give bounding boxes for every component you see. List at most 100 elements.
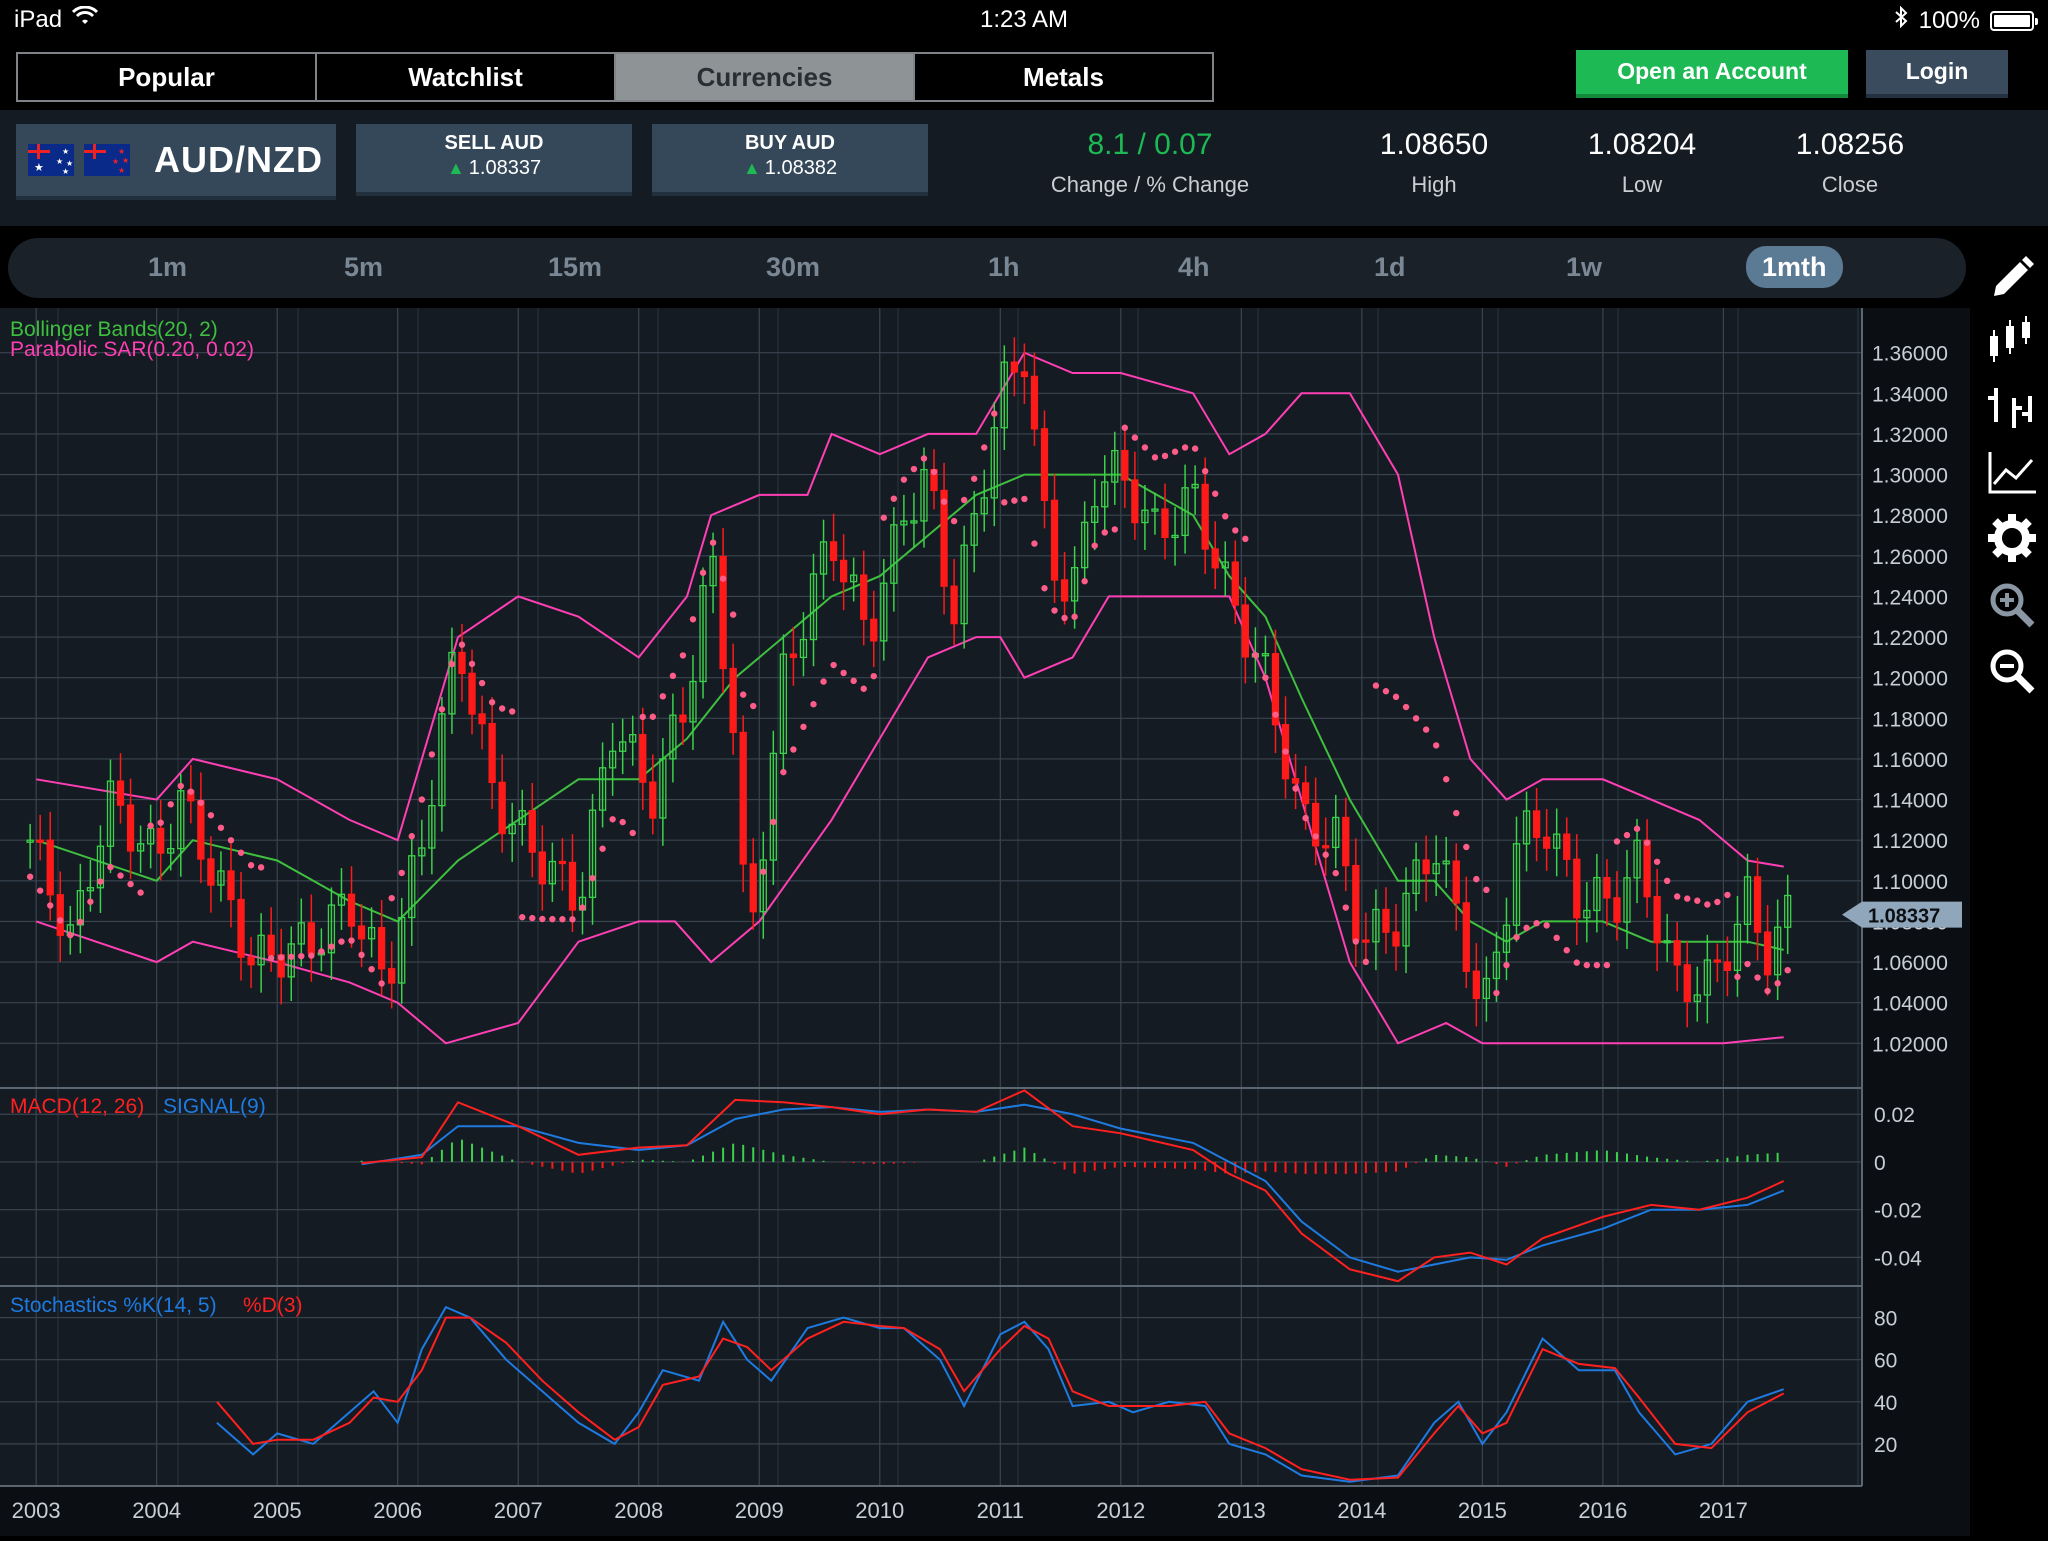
candle-body [438,713,446,807]
sar-dot [137,889,144,896]
bluetooth-icon [1893,5,1909,35]
candle-body [669,714,677,760]
sar-dot [127,880,134,888]
bollinger-lower-line [35,595,1784,1045]
candle-body [598,767,607,811]
sar-dot [760,868,767,875]
candle-body [1784,894,1792,928]
close-value: 1.08256 [1795,128,1905,161]
x-axis-label: 2013 [1217,1498,1266,1523]
sar-dot [358,951,365,959]
sar-dot [67,931,74,939]
candle-body [1733,923,1742,971]
x-axis-label: 2006 [373,1498,422,1523]
sell-button[interactable]: SELL AUD ▲ 1.08337 [356,124,632,196]
high-value: 1.08650 [1379,128,1489,161]
timeframe-5m[interactable]: 5m [344,252,384,282]
sar-dot [579,904,586,911]
line-chart-icon[interactable] [1982,444,2042,500]
timeframe-15m[interactable]: 15m [548,252,603,282]
sar-dot [167,801,174,808]
timeframe-30m[interactable]: 30m [766,252,821,282]
candle-body [809,573,818,641]
sar-dot [36,887,44,894]
zoom-in-icon[interactable] [1982,576,2042,632]
zoom-out-icon[interactable] [1982,642,2042,698]
sar-dot [1131,434,1139,441]
candle-body [357,925,366,940]
tab-metals[interactable]: Metals [915,54,1212,100]
login-button[interactable]: Login [1866,50,2008,98]
x-axis-label: 2009 [735,1498,784,1523]
x-axis-label: 2004 [132,1498,181,1523]
sar-dot [810,701,817,708]
candle-body [568,861,577,911]
buy-button[interactable]: BUY AUD ▲ 1.08382 [652,124,928,196]
candle-body [1161,508,1169,539]
sar-dot [629,829,636,837]
timeframe-4h[interactable]: 4h [1178,252,1210,282]
candle-body [1583,909,1591,919]
candle-body [920,468,928,522]
price-chart[interactable]: 2003 2004 2005 2006 2007 2008 2009 2010 2011 2012… [0,308,1970,1536]
candle-body [1683,964,1691,1003]
timeframe-1h[interactable]: 1h [988,252,1020,282]
sar-dot [699,569,707,576]
sar-dot [267,954,275,962]
timeframe-1w[interactable]: 1w [1566,252,1603,282]
sar-dot [940,498,948,505]
price-axis-label: 1.32000 [1872,424,1948,447]
candle-body [418,847,426,857]
candle-body [1101,481,1109,508]
sar-dot [328,943,335,950]
sar-dot [458,641,466,648]
tab-popular[interactable]: Popular [18,54,317,100]
wifi-icon [71,5,99,32]
candle-body [1312,802,1320,847]
macd-axis-label: 0.02 [1874,1104,1915,1127]
candle-body [890,524,898,584]
open-account-button[interactable]: Open an Account [1576,50,1848,98]
sar-dot [790,746,797,753]
sar-dot [529,914,536,922]
tab-watchlist[interactable]: Watchlist [317,54,616,100]
tab-currencies[interactable]: Currencies [616,54,915,100]
sar-dot [418,796,426,803]
low-stat: 1.08204 Low [1572,128,1712,198]
timeframe-1m[interactable]: 1m [148,252,188,282]
sar-dot [26,873,34,880]
sar-dot [599,845,606,852]
candle-body [1322,845,1330,849]
candlestick-icon[interactable] [1982,312,2042,368]
price-axis-label: 1.10000 [1872,871,1948,894]
candle-body [1713,959,1722,963]
sar-dot [1051,607,1058,614]
timeframe-1mth[interactable]: 1mth [1746,246,1843,288]
pencil-icon[interactable] [1982,246,2042,302]
sar-dot [1272,711,1279,718]
price-axis-label: 1.20000 [1872,668,1948,691]
candle-body [829,541,838,562]
sar-dot [840,669,847,677]
candle-body [1181,487,1189,537]
sar-dot [1633,825,1641,832]
instrument-info-bar: ★ ★ ★ ★ ★ ★ ★ ★ ★ AUD/NZD SELL AUD ▲ 1.08… [0,110,2048,226]
sar-dot [1252,651,1259,659]
clock: 1:23 AM [979,6,1069,33]
parabolic-sar-series [26,410,1791,997]
gear-icon[interactable] [1982,510,2042,566]
chart-area[interactable]: 2003 2004 2005 2006 2007 2008 2009 2010 2011 2012… [0,308,1970,1541]
ohlc-bars-icon[interactable] [1982,378,2042,434]
timeframe-1d[interactable]: 1d [1374,252,1406,282]
candle-body [86,887,95,892]
candle-body [1422,859,1430,875]
sar-dot [1443,776,1450,783]
candle-body [478,713,486,725]
instrument-selector[interactable]: ★ ★ ★ ★ ★ ★ ★ ★ ★ AUD/NZD [16,124,336,200]
sar-dot [1242,535,1249,543]
sar-dot [257,864,265,871]
sar-dot [1643,839,1651,846]
sar-dot [1212,490,1219,497]
sar-dot [559,916,566,923]
candle-body [619,741,627,752]
